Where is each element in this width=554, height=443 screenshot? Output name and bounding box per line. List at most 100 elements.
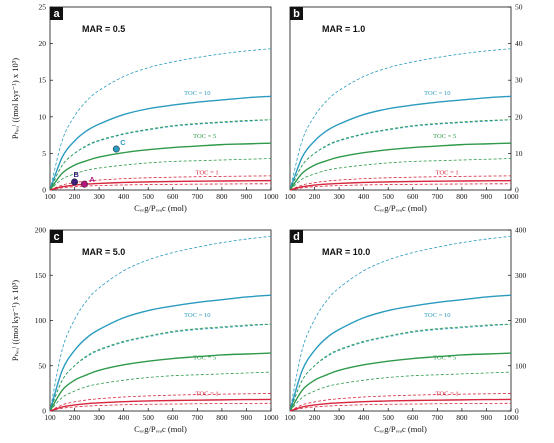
series-line-2 (289, 323, 512, 412)
series-line-0 (289, 294, 512, 412)
x-axis-label: Cₒᵣg/Pᵣₑₐc (mol) (374, 203, 427, 213)
x-tick-label: 300 (333, 192, 345, 201)
x-axis-label: Cₒᵣg/Pᵣₑₐc (mol) (134, 424, 187, 434)
data-point-b (71, 178, 79, 186)
series-line-7 (289, 393, 512, 412)
y-tick-label: 400 (515, 226, 527, 235)
data-point-label: C (120, 138, 126, 147)
x-tick-label: 900 (481, 413, 493, 422)
panel-letter-box (290, 7, 303, 20)
x-tick-label: 100 (284, 192, 296, 201)
panel-title: MAR = 5.0 (82, 247, 125, 257)
x-tick-label: 800 (456, 413, 468, 422)
x-tick-label: 100 (284, 413, 296, 422)
series-line-1 (49, 48, 272, 191)
x-tick-label: 1000 (504, 413, 519, 422)
curve-label: TOC = 5 (193, 354, 216, 361)
y-tick-label: 200 (515, 316, 527, 325)
series-line-3 (49, 352, 272, 412)
curve-label: TOC = 5 (193, 133, 216, 140)
series-line-5 (289, 158, 512, 191)
series-line-3 (289, 352, 512, 412)
x-tick-label: 600 (407, 413, 419, 422)
curve-label: TOC = 10 (424, 90, 450, 97)
y-tick-label: 300 (515, 271, 527, 280)
series-line-2 (289, 119, 512, 191)
series-line-2 (49, 323, 272, 412)
series-line-5 (49, 158, 272, 191)
y-tick-label: 15 (39, 76, 47, 85)
curve-label: TOC = 5 (433, 354, 456, 361)
x-tick-label: 500 (383, 192, 395, 201)
y-tick-label: 200 (35, 226, 47, 235)
panel-letter: a (53, 8, 60, 20)
panel-title: MAR = 1.0 (322, 24, 365, 34)
series-line-8 (49, 183, 272, 191)
series-line-5 (49, 371, 272, 412)
series-line-8 (289, 402, 512, 412)
series-line-3 (289, 142, 512, 191)
data-point-c (112, 145, 120, 153)
x-tick-label: 200 (69, 413, 81, 422)
series-line-6 (289, 398, 512, 412)
x-tick-label: 600 (407, 192, 419, 201)
y-tick-label: 40 (515, 39, 523, 48)
x-tick-label: 700 (432, 413, 444, 422)
x-tick-label: 500 (383, 413, 395, 422)
y-axis-label: Pₕₑᵤˡ ((mol kyr⁻¹) x 10³) (10, 280, 20, 361)
panel-c: 100 200 300 400 500 600 700 800 900 1000 0 50 100 150… (10, 226, 279, 435)
x-tick-label: 500 (143, 413, 155, 422)
curve-label: TOC = 1 (196, 169, 219, 176)
panel-title: MAR = 0.5 (82, 24, 125, 34)
y-tick-label: 100 (515, 361, 527, 370)
curve-label: TOC = 10 (184, 90, 210, 97)
x-tick-label: 1000 (264, 413, 279, 422)
y-tick-label: 20 (515, 112, 523, 121)
plot-frame (49, 229, 272, 412)
plot-frame (289, 6, 512, 191)
y-tick-label: 150 (35, 271, 47, 280)
curve-label: TOC = 1 (436, 169, 459, 176)
series-line-1 (289, 48, 512, 191)
curve-label: TOC = 1 (196, 391, 219, 398)
x-tick-label: 900 (241, 192, 253, 201)
series-line-0 (49, 294, 272, 412)
panel-letter: d (293, 231, 300, 243)
x-tick-label: 1000 (264, 192, 279, 201)
y-tick-label: 10 (39, 112, 47, 121)
data-point-label: A (89, 175, 95, 184)
series-line-7 (49, 393, 272, 412)
x-tick-label: 800 (216, 192, 228, 201)
x-tick-label: 400 (358, 413, 370, 422)
y-tick-label: 50 (39, 361, 47, 370)
panel-letter: b (293, 8, 300, 20)
series-line-4 (49, 323, 272, 412)
y-tick-label: 25 (39, 3, 47, 12)
x-axis-label: Cₒᵣg/Pᵣₑₐc (mol) (374, 424, 427, 434)
x-tick-label: 200 (69, 192, 81, 201)
panel-letter-box (290, 230, 303, 243)
series-line-2 (49, 119, 272, 191)
curve-label: TOC = 10 (424, 312, 450, 319)
series-line-0 (289, 95, 512, 191)
x-tick-label: 400 (358, 192, 370, 201)
y-tick-label: 5 (42, 149, 46, 158)
y-tick-label: 0 (515, 407, 519, 416)
panel-letter-box (50, 7, 63, 20)
x-axis-label: Cₒᵣg/Pᵣₑₐc (mol) (134, 203, 187, 213)
series-line-5 (289, 371, 512, 412)
plot-frame (49, 6, 272, 191)
y-tick-label: 20 (39, 39, 47, 48)
y-tick-label: 30 (515, 76, 523, 85)
panel-a: 100 200 300 400 500 600 700 800 900 1000 0 5 10 15 20 2… (10, 3, 279, 214)
data-point-label: B (74, 170, 80, 179)
y-tick-label: 0 (42, 407, 46, 416)
x-tick-label: 900 (481, 192, 493, 201)
series-line-1 (49, 235, 272, 412)
x-tick-label: 900 (241, 413, 253, 422)
y-axis-label: Pₕₑᵤˡ ((mol kyr⁻¹) x 10³) (10, 58, 20, 139)
series-line-4 (49, 119, 272, 191)
x-tick-label: 800 (216, 413, 228, 422)
